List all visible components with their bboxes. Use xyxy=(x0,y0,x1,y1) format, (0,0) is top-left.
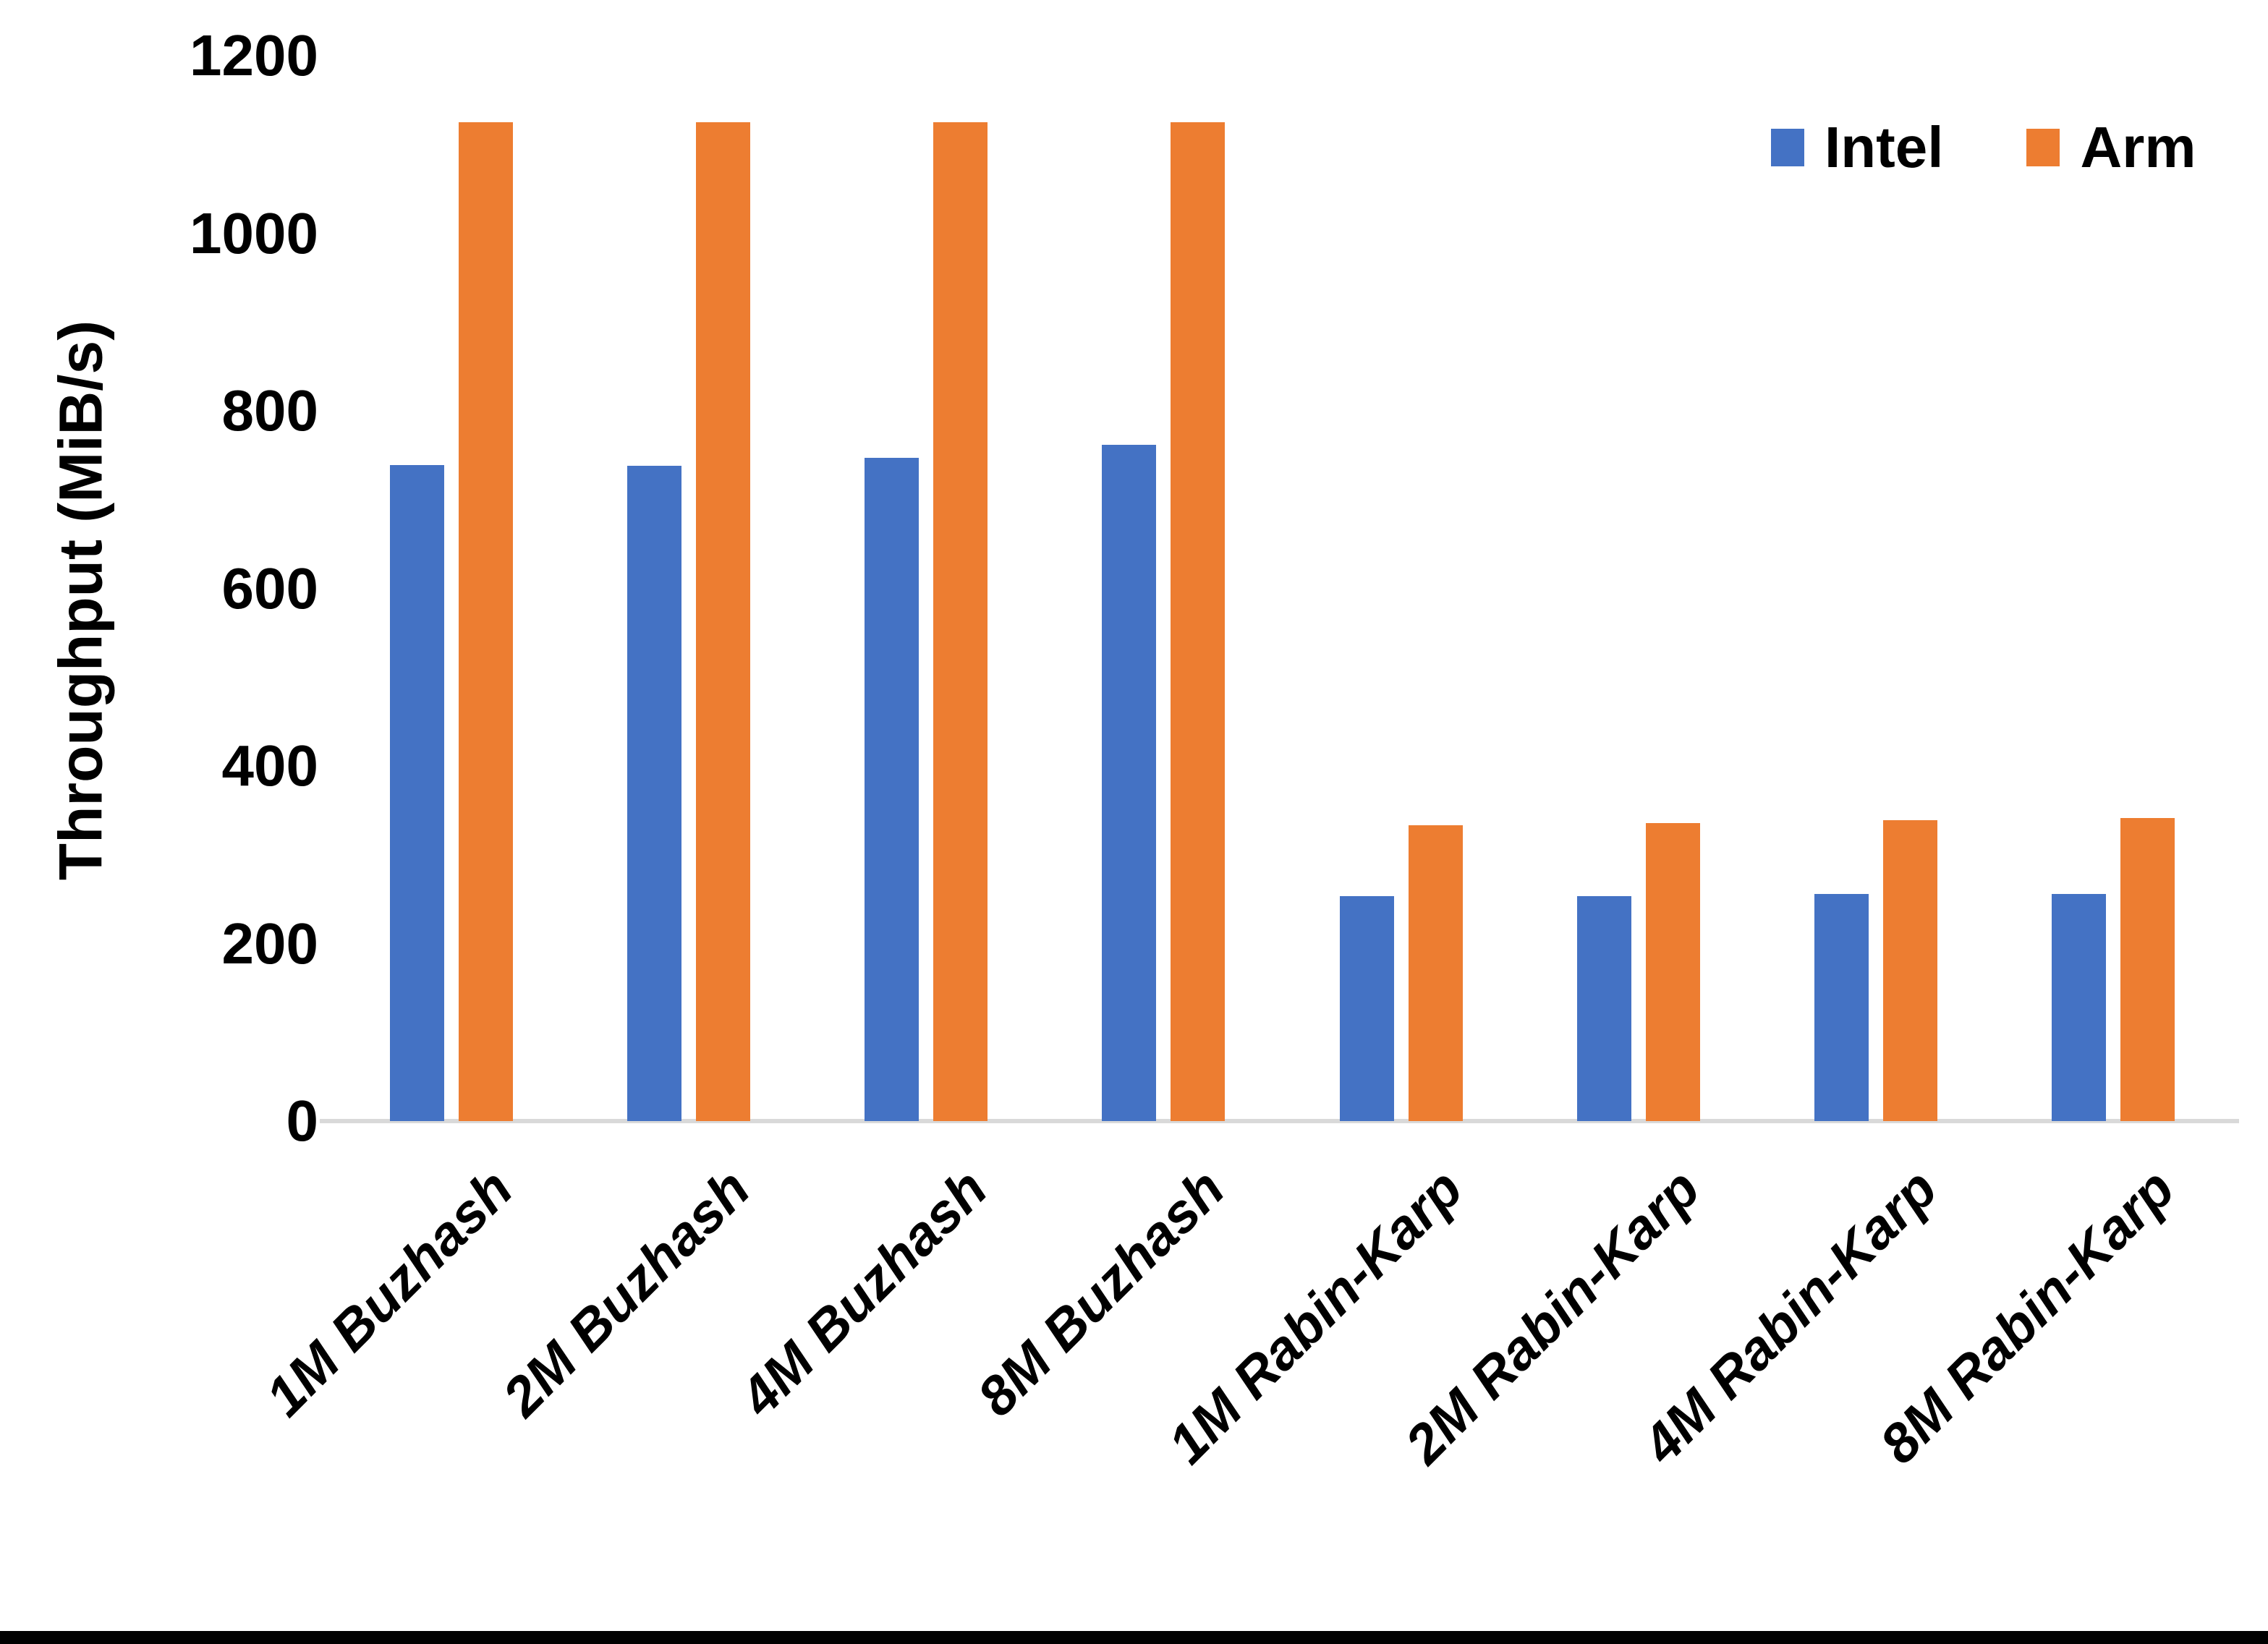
bar-arm-7 xyxy=(1882,819,1937,1121)
bar-group-2 xyxy=(570,56,807,1121)
x-axis-label: 1M Buzhash xyxy=(254,1157,524,1428)
bar-arm-4 xyxy=(1171,122,1226,1121)
bar-intel-2 xyxy=(627,466,682,1121)
bar-arm-2 xyxy=(696,122,751,1121)
bar-group-1 xyxy=(333,56,570,1121)
legend-label: Intel xyxy=(1825,115,1944,179)
y-tick-label: 0 xyxy=(286,1089,319,1153)
bar-intel-5 xyxy=(1339,896,1394,1121)
bar-group-5 xyxy=(1283,56,1520,1121)
legend: Intel Arm xyxy=(1771,114,2196,181)
bar-group-6 xyxy=(1520,56,1757,1121)
bar-intel-3 xyxy=(865,458,919,1121)
bar-arm-1 xyxy=(459,122,514,1121)
x-axis-label: 2M Buzhash xyxy=(491,1157,762,1428)
bar-intel-8 xyxy=(2051,893,2106,1121)
bar-arm-5 xyxy=(1408,825,1463,1121)
legend-swatch-intel xyxy=(1771,129,1804,166)
y-tick-label: 1200 xyxy=(190,23,318,88)
bar-group-4 xyxy=(1045,56,1282,1121)
legend-swatch-arm xyxy=(2026,129,2060,166)
bottom-frame-bar xyxy=(0,1631,2268,1644)
bar-group-3 xyxy=(807,56,1045,1121)
y-axis-ticks: 0 200 400 600 800 1000 1200 xyxy=(109,0,318,1644)
y-tick-label: 200 xyxy=(221,911,318,976)
legend-item-intel: Intel xyxy=(1771,114,1943,181)
y-tick-label: 1000 xyxy=(190,200,318,265)
bar-group-8 xyxy=(1995,56,2232,1121)
bar-intel-6 xyxy=(1576,896,1631,1121)
y-tick-label: 400 xyxy=(221,733,318,798)
y-tick-label: 600 xyxy=(221,555,318,621)
legend-label: Arm xyxy=(2080,115,2196,179)
plot-area xyxy=(320,56,2239,1123)
bar-arm-8 xyxy=(2120,818,2175,1121)
bar-intel-4 xyxy=(1102,444,1157,1121)
x-axis-label: 8M Buzhash xyxy=(966,1157,1237,1428)
y-tick-label: 800 xyxy=(221,378,318,443)
bar-intel-7 xyxy=(1814,893,1869,1121)
bar-group-7 xyxy=(1757,56,1995,1121)
x-axis-line xyxy=(320,1119,2239,1123)
legend-item-arm: Arm xyxy=(2026,114,2196,181)
bar-intel-1 xyxy=(390,464,445,1121)
x-axis-label: 4M Buzhash xyxy=(729,1157,1000,1428)
bar-arm-6 xyxy=(1645,822,1700,1121)
bar-arm-3 xyxy=(933,122,988,1121)
